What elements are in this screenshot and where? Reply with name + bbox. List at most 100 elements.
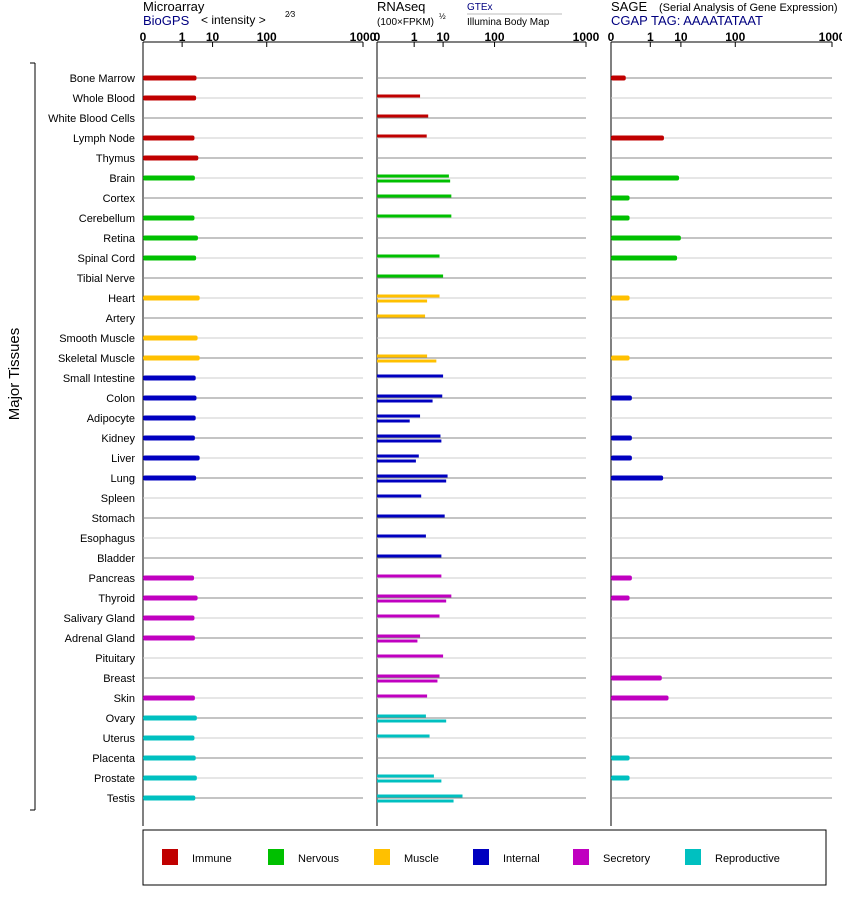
rnaseq-bar bbox=[377, 514, 445, 518]
sage-tick-label: 10 bbox=[674, 30, 688, 44]
rnaseq-bar bbox=[377, 719, 447, 723]
legend-swatch-reproductive bbox=[685, 849, 701, 865]
microarray-bar bbox=[143, 575, 195, 581]
tissue-label: Spleen bbox=[101, 493, 135, 505]
rnaseq-bar bbox=[377, 314, 426, 318]
microarray-tick-label: 100 bbox=[257, 30, 277, 44]
tissue-label: Uterus bbox=[103, 733, 136, 745]
tissue-label: Stomach bbox=[92, 513, 135, 525]
tissue-label: Prostate bbox=[94, 773, 135, 785]
rnaseq-bar bbox=[377, 654, 444, 658]
microarray-bar bbox=[143, 295, 200, 301]
legend-swatch-immune bbox=[162, 849, 178, 865]
microarray-bar bbox=[143, 255, 197, 261]
sage-bar bbox=[611, 675, 662, 681]
rnaseq-bar bbox=[377, 194, 452, 198]
tissue-label: Thyroid bbox=[98, 593, 135, 605]
microarray-bar bbox=[143, 795, 196, 801]
sage-bar bbox=[611, 355, 630, 361]
rnaseq-bar bbox=[377, 574, 442, 578]
rnaseq-bar bbox=[377, 774, 434, 778]
rnaseq-bar bbox=[377, 294, 440, 298]
gtex-label: GTEx bbox=[467, 2, 493, 13]
legend-swatch-secretory bbox=[573, 849, 589, 865]
tissue-label: Heart bbox=[108, 293, 135, 305]
microarray-bar bbox=[143, 355, 200, 361]
rnaseq-tick-label: 1000 bbox=[573, 30, 600, 44]
microarray-tick-label: 1 bbox=[179, 30, 186, 44]
tissue-label: Cortex bbox=[103, 193, 136, 205]
legend-label-secretory: Secretory bbox=[603, 853, 651, 865]
microarray-bar bbox=[143, 135, 195, 141]
legend-label-reproductive: Reproductive bbox=[715, 853, 780, 865]
rnaseq-bar bbox=[377, 674, 440, 678]
sage-bar bbox=[611, 255, 678, 261]
microarray-bar bbox=[143, 755, 196, 761]
rnaseq-bar bbox=[377, 274, 444, 278]
microarray-bar bbox=[143, 75, 197, 81]
sage-bar bbox=[611, 775, 630, 781]
illumina-label: Illumina Body Map bbox=[467, 17, 550, 28]
tissue-label: Salivary Gland bbox=[63, 613, 135, 625]
tissue-label: Spinal Cord bbox=[78, 253, 135, 265]
microarray-bar bbox=[143, 215, 195, 221]
tissue-label: Lymph Node bbox=[73, 133, 135, 145]
tissue-label: Smooth Muscle bbox=[59, 333, 135, 345]
y-axis-label: Major Tissues bbox=[6, 328, 23, 421]
sage-note: (Serial Analysis of Gene Expression) bbox=[659, 2, 838, 14]
rnaseq-title: RNAseq bbox=[377, 0, 425, 14]
rnaseq-bar bbox=[377, 434, 441, 438]
microarray-bar bbox=[143, 235, 198, 241]
rnaseq-bar bbox=[377, 799, 454, 803]
tissue-label: Small Intestine bbox=[63, 373, 135, 385]
tissue-label: Bone Marrow bbox=[70, 73, 135, 85]
microarray-tick-label: 1000 bbox=[350, 30, 377, 44]
legend-swatch-internal bbox=[473, 849, 489, 865]
microarray-bar bbox=[143, 475, 197, 481]
rnaseq-tick-label: 1 bbox=[411, 30, 418, 44]
microarray-bar bbox=[143, 435, 195, 441]
rnaseq-bar bbox=[377, 94, 421, 98]
microarray-bar bbox=[143, 415, 196, 421]
rnaseq-bar bbox=[377, 594, 452, 598]
microarray-unit-exp: 2⁄3 bbox=[285, 10, 296, 19]
microarray-bar bbox=[143, 335, 198, 341]
rnaseq-bar bbox=[377, 534, 426, 538]
rnaseq-bar bbox=[377, 114, 429, 118]
tissue-label: Cerebellum bbox=[79, 213, 135, 225]
rnaseq-bar bbox=[377, 454, 419, 458]
rnaseq-bar bbox=[377, 374, 444, 378]
rnaseq-bar bbox=[377, 479, 447, 483]
rnaseq-bar bbox=[377, 419, 410, 423]
rnaseq-unit-exp: ½ bbox=[439, 12, 446, 21]
tissue-label: Artery bbox=[106, 313, 136, 325]
tissue-label: Esophagus bbox=[80, 533, 136, 545]
rnaseq-bar bbox=[377, 214, 452, 218]
tissue-label: Lung bbox=[111, 473, 135, 485]
microarray-tick-label: 10 bbox=[206, 30, 220, 44]
rnaseq-bar bbox=[377, 614, 440, 618]
sage-bar bbox=[611, 455, 632, 461]
legend-label-nervous: Nervous bbox=[298, 853, 339, 865]
sage-tick-label: 0 bbox=[608, 30, 615, 44]
tissue-label: Adrenal Gland bbox=[65, 633, 135, 645]
tissue-label: Tibial Nerve bbox=[77, 273, 135, 285]
microarray-bar bbox=[143, 735, 195, 741]
microarray-bar bbox=[143, 95, 197, 101]
microarray-bar bbox=[143, 775, 197, 781]
rnaseq-bar bbox=[377, 394, 443, 398]
sage-bar bbox=[611, 175, 680, 181]
sage-bar bbox=[611, 395, 632, 401]
sage-bar bbox=[611, 595, 630, 601]
microarray-bar bbox=[143, 715, 197, 721]
microarray-bar bbox=[143, 615, 195, 621]
microarray-subtitle: BioGPS bbox=[143, 13, 190, 28]
tissue-label: Placenta bbox=[92, 753, 136, 765]
sage-bar bbox=[611, 695, 669, 701]
tissue-label: Retina bbox=[103, 233, 136, 245]
rnaseq-bar bbox=[377, 459, 416, 463]
sage-bar bbox=[611, 215, 630, 221]
sage-tick-label: 1 bbox=[647, 30, 654, 44]
tissue-label: Breast bbox=[103, 673, 135, 685]
rnaseq-tick-label: 10 bbox=[436, 30, 450, 44]
